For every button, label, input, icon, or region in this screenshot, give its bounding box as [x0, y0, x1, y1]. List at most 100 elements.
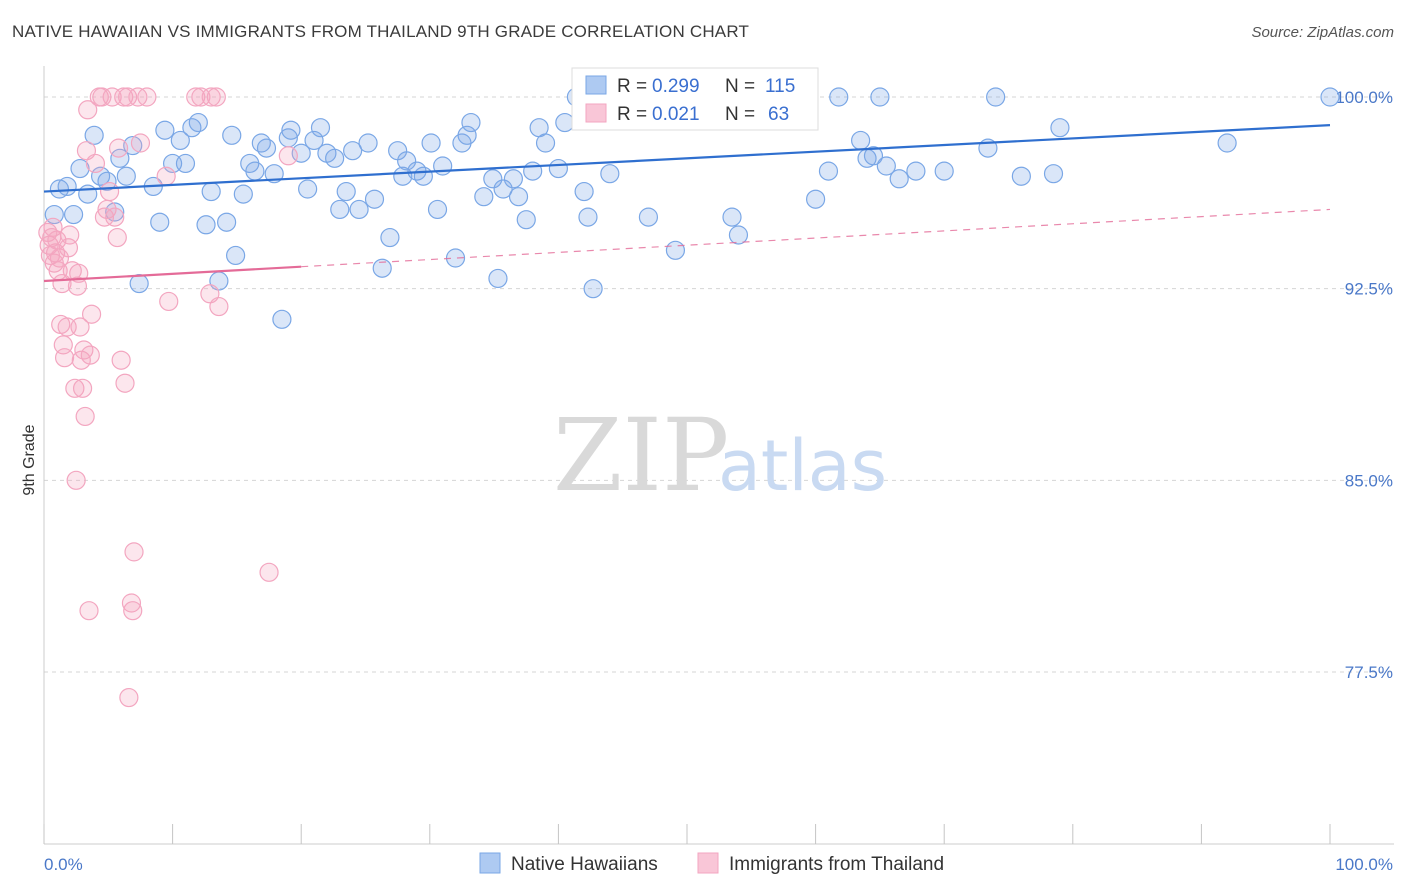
point-native-hawaiian-18 [170, 130, 190, 151]
point-native-hawaiian-15 [150, 212, 170, 232]
point-native-hawaiian-95 [876, 156, 896, 176]
point-thailand-60 [209, 296, 229, 317]
point-native-hawaiian-34 [272, 309, 292, 329]
point-native-hawaiian-5 [78, 184, 98, 204]
series-legend-label-pink: Immigrants from Thailand [729, 854, 944, 875]
point-native-hawaiian-44 [336, 181, 356, 202]
point-native-hawaiian-20 [182, 118, 202, 138]
point-native-hawaiian-30 [245, 161, 265, 181]
point-thailand-42 [111, 350, 131, 370]
legend-n-value-blue: 115 [765, 76, 795, 97]
point-native-hawaiian-91 [851, 130, 871, 151]
point-native-hawaiian-105 [1320, 87, 1340, 107]
point-thailand-16 [60, 225, 80, 245]
grid-layer [44, 96, 1394, 673]
point-thailand-45 [117, 87, 138, 107]
point-thailand-48 [123, 601, 143, 621]
point-native-hawaiian-96 [889, 169, 909, 189]
point-thailand-46 [119, 687, 139, 708]
point-native-hawaiian-25 [217, 212, 237, 232]
point-native-hawaiian-104 [1217, 133, 1237, 153]
point-thailand-62 [278, 146, 298, 166]
point-native-hawaiian-31 [251, 133, 271, 153]
point-native-hawaiian-1 [49, 179, 70, 199]
point-native-hawaiian-27 [226, 245, 246, 266]
point-native-hawaiian-6 [84, 125, 104, 145]
point-native-hawaiian-57 [427, 199, 448, 220]
point-native-hawaiian-9 [105, 202, 125, 222]
x-tick-label-1: 100.0% [1335, 855, 1393, 874]
y-tick-label-0: 100.0% [1335, 88, 1393, 107]
watermark-atlas: atlas [718, 425, 887, 507]
point-thailand-47 [121, 593, 142, 613]
stats-legend-box [571, 67, 819, 131]
y-axis-label: 9th Grade [21, 424, 38, 495]
trend-line-thailand [43, 265, 302, 283]
series-legend-label-blue: Native Hawaiians [511, 854, 658, 875]
point-thailand-55 [186, 87, 206, 107]
point-native-hawaiian-33 [264, 164, 284, 184]
point-thailand-35 [94, 207, 115, 227]
point-native-hawaiian-4 [70, 158, 90, 179]
point-native-hawaiian-77 [578, 207, 598, 227]
point-thailand-56 [191, 87, 211, 107]
point-thailand-38 [102, 87, 122, 107]
point-thailand-51 [130, 133, 151, 153]
trend-line-native-hawaiian [43, 124, 1331, 193]
point-thailand-19 [66, 470, 86, 490]
series-legend-swatch-blue [479, 852, 501, 874]
point-native-hawaiian-74 [555, 112, 575, 133]
point-thailand-26 [75, 406, 95, 427]
legend-r-label-blue: R = [617, 76, 647, 97]
point-native-hawaiian-68 [508, 187, 529, 207]
point-native-hawaiian-100 [986, 87, 1006, 107]
point-native-hawaiian-83 [665, 240, 686, 260]
point-native-hawaiian-13 [129, 273, 149, 294]
point-native-hawaiian-66 [493, 179, 513, 199]
point-thailand-18 [65, 378, 85, 398]
point-native-hawaiian-38 [298, 179, 318, 199]
series-legend: Native Hawaiians Immigrants from Thailan… [479, 852, 944, 875]
point-native-hawaiian-103 [1050, 118, 1070, 138]
point-native-hawaiian-65 [488, 268, 508, 289]
point-thailand-31 [81, 304, 102, 324]
point-native-hawaiian-2 [57, 176, 77, 197]
point-native-hawaiian-72 [535, 133, 556, 153]
point-native-hawaiian-26 [222, 125, 242, 145]
point-native-hawaiian-42 [325, 148, 345, 168]
point-native-hawaiian-45 [343, 141, 363, 161]
point-native-hawaiian-94 [870, 87, 890, 107]
point-native-hawaiian-28 [233, 184, 253, 204]
y-tick-label-1: 92.5% [1345, 280, 1393, 299]
point-native-hawaiian-16 [155, 120, 175, 140]
point-thailand-52 [137, 87, 157, 107]
point-native-hawaiian-7 [90, 166, 111, 186]
point-native-hawaiian-76 [574, 181, 594, 202]
point-native-hawaiian-86 [728, 225, 749, 245]
point-thailand-44 [115, 373, 135, 393]
legend-n-value-pink: 63 [768, 104, 789, 125]
stats-legend: R = 0.299 N = 115 R = 0.021 N = 63 [571, 67, 819, 131]
point-native-hawaiian-69 [516, 210, 536, 230]
point-native-hawaiian-11 [116, 166, 136, 186]
point-thailand-37 [99, 181, 120, 202]
point-thailand-53 [156, 166, 176, 186]
point-native-hawaiian-21 [188, 112, 208, 133]
point-native-hawaiian-53 [397, 151, 417, 171]
point-thailand-28 [78, 100, 98, 120]
point-thailand-22 [70, 317, 90, 337]
point-native-hawaiian-55 [413, 166, 433, 186]
point-thailand-58 [201, 87, 221, 107]
trend-layer [43, 124, 1331, 283]
point-native-hawaiian-10 [110, 148, 130, 168]
point-native-hawaiian-36 [281, 120, 301, 140]
point-native-hawaiian-32 [256, 138, 277, 158]
legend-swatch-blue [585, 75, 607, 95]
point-native-hawaiian-62 [461, 112, 481, 133]
point-thailand-39 [105, 207, 125, 227]
point-native-hawaiian-101 [1011, 166, 1031, 186]
point-native-hawaiian-49 [372, 258, 392, 278]
points-layer [38, 87, 1340, 708]
point-native-hawaiian-90 [829, 87, 849, 107]
